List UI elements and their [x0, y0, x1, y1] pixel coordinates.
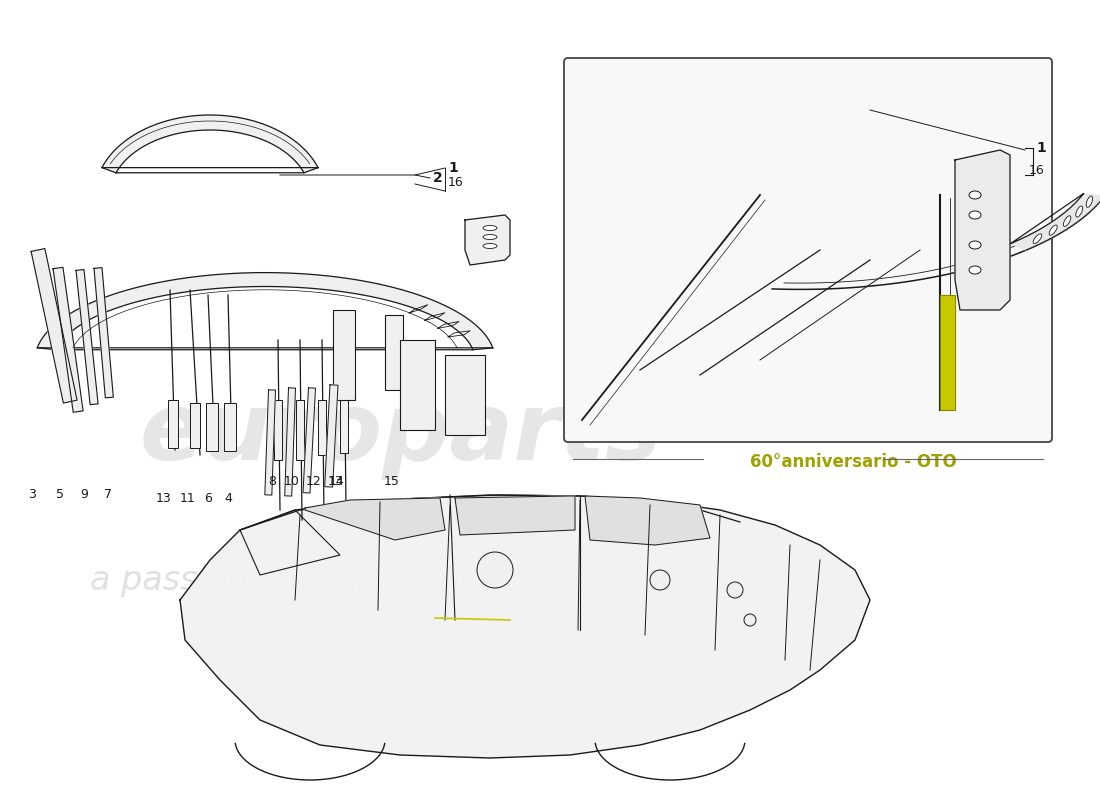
Ellipse shape	[969, 241, 981, 249]
FancyBboxPatch shape	[206, 402, 218, 450]
FancyBboxPatch shape	[190, 402, 200, 447]
Polygon shape	[265, 390, 275, 495]
Text: 15: 15	[384, 475, 400, 488]
FancyBboxPatch shape	[318, 400, 326, 455]
FancyBboxPatch shape	[296, 400, 304, 460]
Text: 14: 14	[329, 475, 345, 488]
Text: 16: 16	[448, 177, 464, 190]
Polygon shape	[455, 496, 575, 535]
Text: 9: 9	[80, 488, 88, 501]
FancyBboxPatch shape	[333, 310, 355, 400]
Text: 4: 4	[224, 492, 232, 505]
Text: 3: 3	[29, 488, 36, 501]
FancyBboxPatch shape	[274, 400, 282, 460]
Text: a passion for parts since 196: a passion for parts since 196	[90, 564, 573, 597]
Ellipse shape	[1086, 196, 1092, 207]
Polygon shape	[180, 495, 870, 758]
FancyBboxPatch shape	[564, 58, 1052, 442]
Text: 13: 13	[156, 492, 172, 505]
Ellipse shape	[1076, 206, 1082, 217]
FancyBboxPatch shape	[940, 295, 955, 410]
Text: 6: 6	[205, 492, 212, 505]
Text: 13: 13	[328, 475, 344, 488]
Text: 5: 5	[56, 488, 64, 501]
Ellipse shape	[969, 191, 981, 199]
Text: 8: 8	[268, 475, 276, 488]
Text: 11: 11	[180, 492, 196, 505]
Ellipse shape	[483, 234, 497, 239]
Ellipse shape	[1064, 216, 1070, 226]
Text: 10: 10	[284, 475, 300, 488]
Circle shape	[477, 552, 513, 588]
Text: 60°anniversario - OTO: 60°anniversario - OTO	[750, 453, 957, 471]
FancyBboxPatch shape	[400, 340, 434, 430]
Text: 1: 1	[448, 161, 458, 175]
Polygon shape	[955, 150, 1010, 310]
Text: 12: 12	[306, 475, 322, 488]
Ellipse shape	[1049, 225, 1057, 235]
Polygon shape	[285, 388, 296, 496]
Polygon shape	[465, 215, 510, 265]
FancyBboxPatch shape	[340, 398, 348, 453]
FancyBboxPatch shape	[224, 402, 236, 450]
Circle shape	[744, 614, 756, 626]
Polygon shape	[324, 385, 338, 487]
FancyBboxPatch shape	[167, 400, 177, 448]
Ellipse shape	[483, 226, 497, 230]
Text: 2: 2	[433, 171, 442, 185]
Ellipse shape	[969, 266, 981, 274]
Polygon shape	[53, 267, 84, 412]
Polygon shape	[1011, 194, 1100, 250]
Polygon shape	[302, 388, 316, 493]
FancyBboxPatch shape	[385, 315, 403, 390]
Circle shape	[650, 570, 670, 590]
Text: 1: 1	[1036, 141, 1046, 155]
Text: 16: 16	[1028, 163, 1045, 177]
Ellipse shape	[969, 211, 981, 219]
Polygon shape	[305, 498, 446, 540]
FancyBboxPatch shape	[446, 355, 485, 435]
Ellipse shape	[1033, 234, 1042, 243]
Text: europarts: europarts	[140, 388, 662, 480]
Ellipse shape	[483, 243, 497, 249]
Polygon shape	[102, 115, 318, 173]
Polygon shape	[585, 496, 710, 545]
Polygon shape	[76, 270, 98, 405]
Polygon shape	[31, 249, 77, 403]
Polygon shape	[94, 268, 113, 398]
Text: 7: 7	[104, 488, 112, 501]
Circle shape	[727, 582, 742, 598]
Polygon shape	[37, 273, 493, 350]
